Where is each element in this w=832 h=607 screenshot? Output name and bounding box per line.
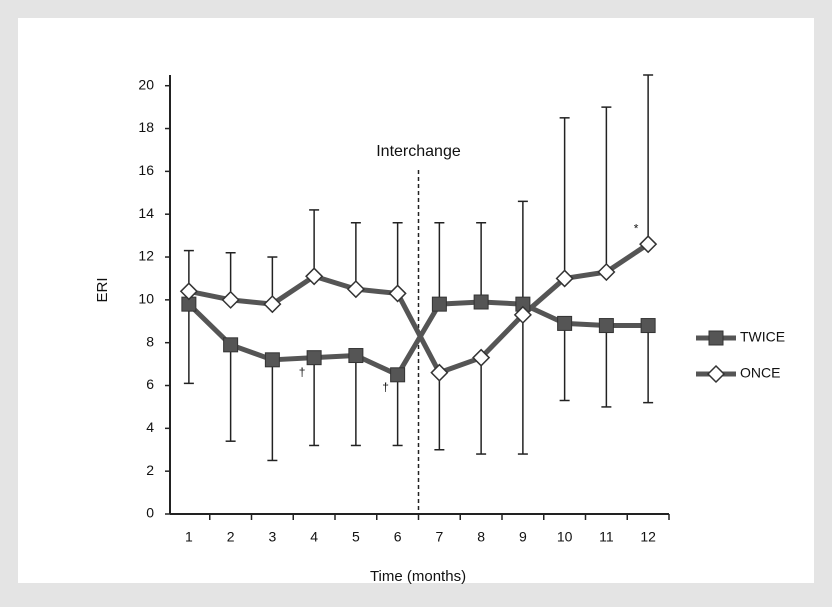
marker-square bbox=[306, 350, 322, 366]
y-tick-label: 8 bbox=[146, 333, 154, 349]
x-tick-label: 1 bbox=[185, 529, 193, 545]
marker-diamond bbox=[597, 262, 616, 282]
x-tick-label: 5 bbox=[352, 529, 360, 545]
marker-diamond bbox=[639, 235, 658, 254]
legend-label: ONCE bbox=[740, 365, 780, 381]
x-axis-title: Time (months) bbox=[370, 568, 466, 585]
marker-diamond bbox=[221, 290, 240, 309]
legend-marker bbox=[708, 330, 724, 346]
x-tick-label: 7 bbox=[435, 529, 443, 545]
y-tick-label: 2 bbox=[146, 462, 154, 478]
marker-square bbox=[390, 367, 406, 383]
y-tick-label: 20 bbox=[138, 76, 154, 92]
y-axis-title: ERI bbox=[94, 277, 111, 302]
y-tick-label: 6 bbox=[146, 376, 154, 392]
marker-diamond bbox=[305, 267, 324, 286]
marker-diamond bbox=[555, 269, 574, 288]
y-tick-label: 10 bbox=[138, 291, 154, 307]
marker-square bbox=[598, 318, 614, 334]
marker-square bbox=[223, 337, 239, 353]
x-tick-label: 4 bbox=[310, 529, 318, 545]
annotation: * bbox=[634, 221, 639, 235]
annotation: † bbox=[382, 380, 389, 394]
x-tick-label: 12 bbox=[640, 529, 656, 545]
y-tick-label: 12 bbox=[138, 248, 154, 264]
x-tick-label: 3 bbox=[268, 529, 276, 545]
panel bbox=[18, 18, 814, 583]
marker-square bbox=[348, 348, 364, 364]
marker-square bbox=[264, 352, 280, 368]
y-tick-label: 14 bbox=[138, 205, 154, 221]
marker-square bbox=[431, 296, 447, 312]
marker-diamond bbox=[472, 348, 491, 367]
x-tick-label: 9 bbox=[519, 529, 527, 545]
y-tick-label: 16 bbox=[138, 162, 154, 178]
annotation: † bbox=[299, 365, 306, 379]
interchange-label: Interchange bbox=[376, 143, 461, 160]
marker-diamond bbox=[388, 284, 407, 303]
marker-diamond bbox=[346, 280, 365, 299]
marker-square bbox=[640, 318, 656, 334]
marker-square bbox=[557, 315, 573, 331]
marker-diamond bbox=[430, 363, 449, 382]
y-tick-label: 18 bbox=[138, 119, 154, 135]
marker-diamond bbox=[513, 305, 532, 324]
marker-diamond bbox=[263, 295, 282, 314]
x-tick-label: 11 bbox=[599, 529, 614, 545]
legend-marker bbox=[706, 364, 726, 384]
y-tick-label: 4 bbox=[146, 419, 154, 435]
marker-diamond bbox=[179, 282, 198, 301]
marker-square bbox=[473, 294, 489, 310]
x-tick-label: 6 bbox=[394, 529, 402, 545]
x-tick-label: 10 bbox=[557, 529, 573, 545]
y-tick-label: 0 bbox=[146, 505, 154, 521]
x-tick-label: 2 bbox=[227, 529, 235, 545]
x-tick-label: 8 bbox=[477, 529, 485, 545]
legend-label: TWICE bbox=[740, 329, 785, 345]
